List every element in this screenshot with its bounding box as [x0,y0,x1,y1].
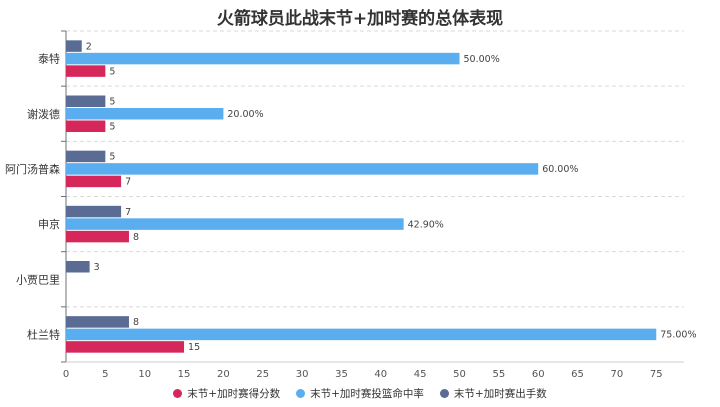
bar [66,175,122,188]
x-tick-label: 15 [178,369,191,380]
x-tick-label: 75 [650,369,663,380]
x-tick-label: 30 [296,369,309,380]
bar [66,316,129,328]
legend-label: 末节+加时赛出手数 [453,388,547,400]
data-label: 20.00% [227,109,263,120]
bar [66,218,404,230]
x-tick-label: 40 [374,369,387,380]
data-label: 5 [109,97,115,108]
x-tick-label: 35 [335,369,348,380]
x-tick-label: 70 [611,369,624,380]
legend-label: 末节+加时赛投篮命中率 [310,388,424,400]
category-label: 小贾巴里 [16,273,60,286]
bar [66,150,106,163]
category-label: 杜兰特 [27,327,60,341]
data-label: 5 [109,66,115,77]
x-tick-label: 45 [414,369,427,380]
data-label: 5 [109,122,115,133]
bar [66,230,129,243]
data-label: 5 [109,152,115,163]
category-label: 泰特 [38,52,60,66]
category-label: 阿门汤普森 [5,162,60,176]
category-label: 谢泼德 [27,107,60,121]
x-tick-label: 50 [453,369,466,380]
legend-swatch [173,389,183,398]
data-label: 75.00% [660,330,696,341]
data-label: 7 [125,207,131,218]
bar [66,108,224,120]
legend-item[interactable]: 末节+加时赛得分数 [173,386,280,401]
data-label: 2 [86,41,92,52]
bar [66,120,106,132]
bar [66,65,106,77]
bar [66,95,106,107]
bar [66,40,82,52]
category-label: 申京 [38,217,60,231]
bar [66,261,90,273]
x-tick-label: 10 [138,369,151,380]
legend-swatch [439,389,449,398]
data-label: 50.00% [464,54,500,65]
bar [66,205,122,218]
data-label: 60.00% [542,164,578,175]
x-tick-label: 5 [102,369,108,380]
x-tick-label: 60 [532,369,545,380]
legend-item[interactable]: 末节+加时赛出手数 [439,386,547,401]
data-label: 7 [125,177,131,188]
bar [66,328,657,341]
data-label: 3 [94,262,100,273]
x-tick-label: 55 [492,369,505,380]
bar [66,341,185,353]
legend-item[interactable]: 末节+加时赛投篮命中率 [296,386,424,401]
x-tick-label: 20 [217,369,230,380]
x-tick-label: 0 [63,369,69,380]
x-tick-label: 25 [256,369,269,380]
bar [66,163,539,175]
x-tick-label: 65 [571,369,584,380]
legend-swatch [296,389,306,398]
chart-title: 火箭球员此战末节+加时赛的总体表现 [216,9,504,29]
legend-label: 末节+加时赛得分数 [187,388,281,400]
data-label: 15 [188,342,200,353]
data-label: 8 [133,317,139,328]
legend: 末节+加时赛得分数 末节+加时赛投篮命中率 末节+加时赛出手数 [0,386,720,401]
data-label: 8 [133,232,139,243]
data-label: 42.90% [408,219,444,230]
bar [66,52,460,65]
